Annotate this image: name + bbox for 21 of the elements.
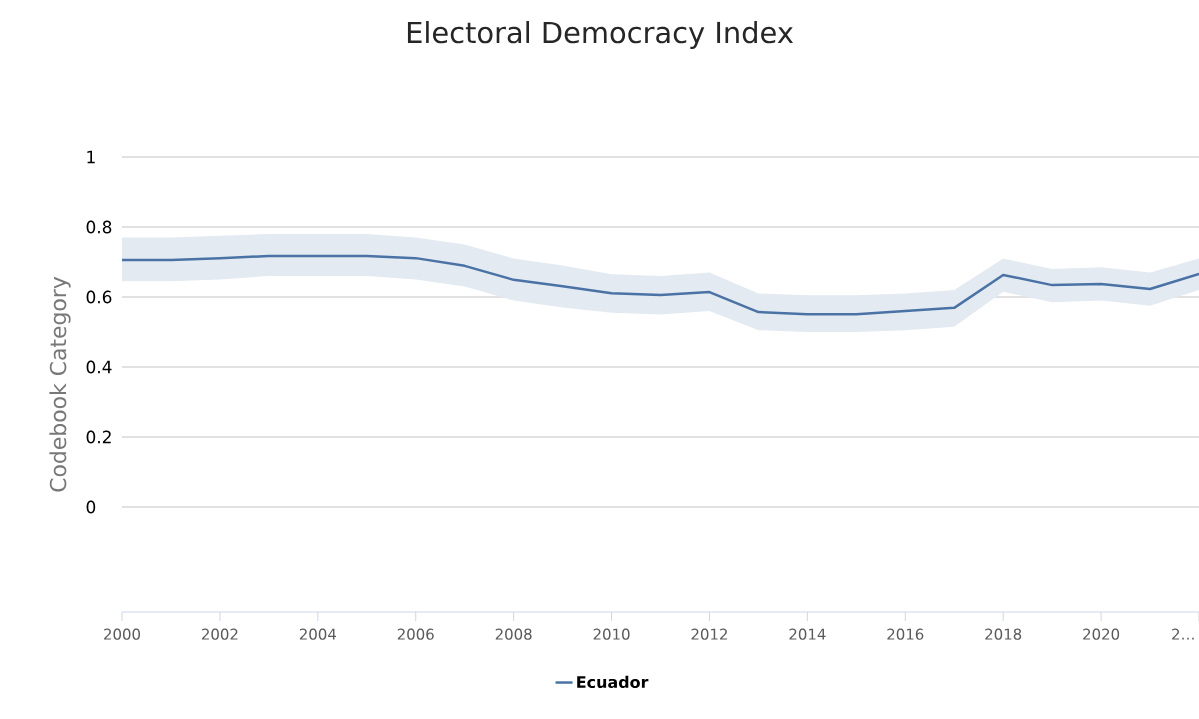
y-tick-label: 1 (87, 150, 95, 164)
x-tick-label: 2002 (201, 628, 238, 640)
y-tick-label: 0.4 (86, 360, 112, 374)
legend-label: Ecuador (577, 675, 649, 689)
x-tick-label: 2020 (1083, 628, 1120, 640)
y-axis-title: Codebook Category (49, 276, 71, 492)
y-tick-label: 0 (86, 500, 96, 514)
chart-title: Electoral Democracy Index (407, 21, 793, 49)
x-tick-label: 2010 (593, 628, 630, 640)
x-tick-label: 2… (1172, 628, 1194, 640)
x-tick-label: 2016 (887, 628, 924, 640)
y-tick-label: 0.2 (86, 430, 111, 444)
x-tick-label: 2008 (495, 628, 532, 640)
x-tick-label: 2004 (299, 628, 336, 640)
y-tick-label: 0.8 (86, 220, 112, 234)
x-tick-label: 2012 (691, 628, 727, 640)
x-tick-label: 2014 (789, 628, 826, 640)
y-tick-label: 0.6 (86, 290, 112, 304)
x-tick-label: 2000 (104, 628, 141, 640)
x-tick-label: 2018 (985, 628, 1022, 640)
x-tick-label: 2006 (397, 628, 434, 640)
